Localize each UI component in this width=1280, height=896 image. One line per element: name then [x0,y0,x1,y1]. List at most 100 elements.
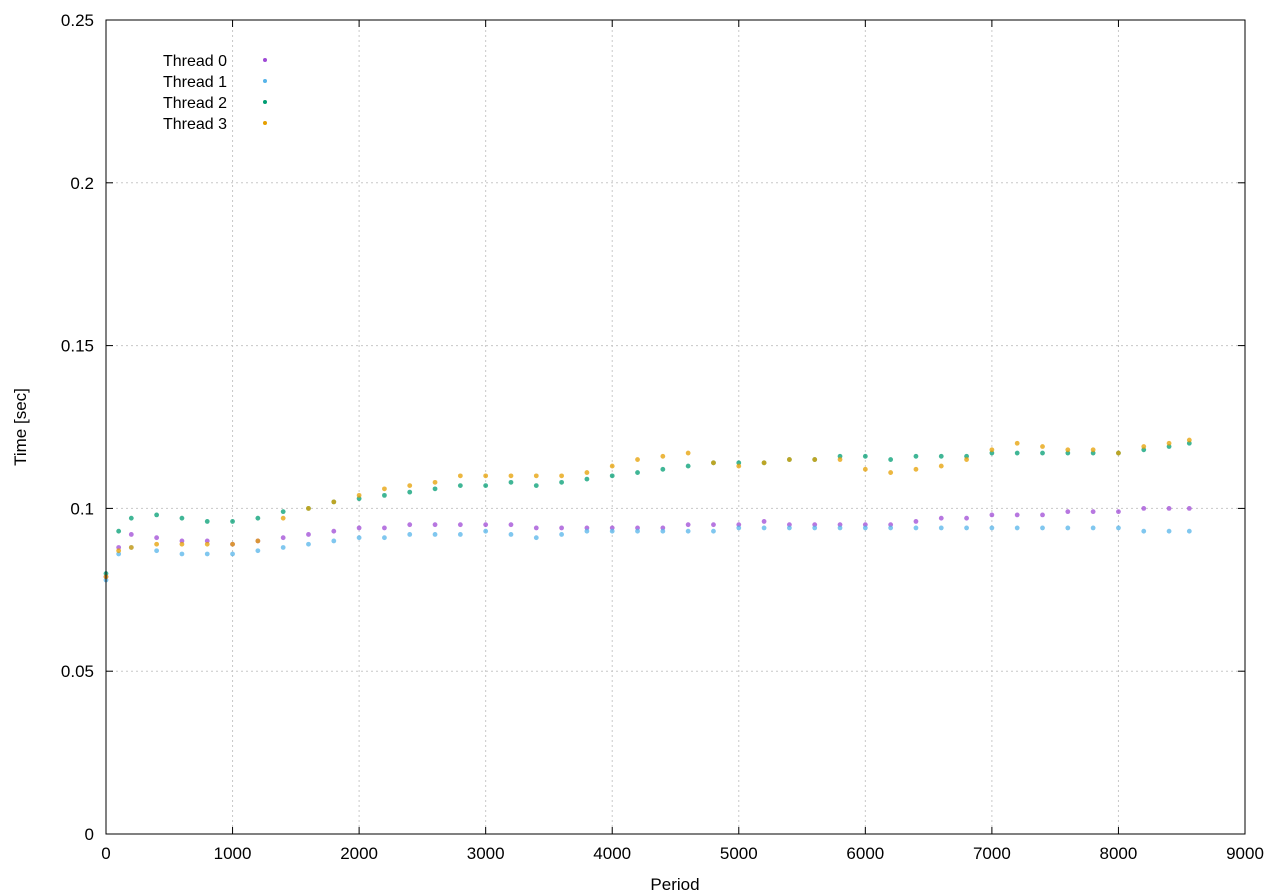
data-point [736,525,742,531]
data-point [1040,512,1045,518]
data-point [685,528,691,534]
x-tick-label: 6000 [846,844,884,863]
data-point [331,499,337,505]
data-point [711,522,716,528]
data-point [382,535,387,541]
data-point [204,519,210,524]
data-point [255,515,261,521]
data-point [1141,528,1147,534]
data-point [116,528,122,534]
data-point [559,532,564,537]
data-point [862,453,868,459]
data-point [964,457,969,462]
data-point [711,528,716,534]
data-point [837,525,843,531]
data-point [812,525,818,531]
data-point [1090,447,1096,453]
data-point [837,457,843,462]
data-point [128,515,134,521]
data-point [508,479,514,485]
x-tick-label: 0 [101,844,110,863]
data-point [407,532,413,537]
data-point [432,522,438,528]
data-point [1186,528,1192,534]
legend-label: Thread 2 [163,95,227,112]
y-tick-label: 0.15 [61,337,94,356]
data-point [407,489,413,495]
data-point [584,528,590,534]
data-point [432,479,438,485]
series-thread-0 [103,506,1192,580]
x-tick-label: 5000 [720,844,758,863]
data-point [116,548,122,554]
data-point [989,512,995,518]
data-point [685,450,691,456]
data-point [989,525,995,531]
data-point [913,466,919,472]
y-tick-label: 0.2 [70,174,94,193]
data-point [1090,509,1096,515]
data-point [154,535,160,541]
data-point [913,453,919,459]
data-point [736,463,742,469]
data-point [533,483,539,489]
data-point [154,541,160,547]
y-tick-label: 0.1 [70,499,94,518]
data-point [584,470,590,475]
data-point [660,453,666,459]
data-point [382,525,387,531]
data-point [230,541,235,547]
x-tick-label: 7000 [973,844,1011,863]
legend: Thread 0 Thread 1 Thread 2 Thread 3 [163,53,267,133]
data-point [382,486,387,492]
x-tick-label: 2000 [340,844,378,863]
data-point [888,525,894,531]
data-point [559,479,564,485]
data-point [1141,506,1147,511]
data-point [230,551,235,557]
legend-label: Thread 3 [163,116,227,133]
y-tick-label: 0.25 [61,11,94,30]
data-point [230,519,235,524]
data-point [356,492,362,498]
data-point [432,532,438,537]
data-point [1166,506,1172,511]
data-point [1186,506,1192,511]
axis-ticks: 0 1000 2000 3000 4000 5000 6000 7000 8000 9000 0 0.… [61,11,1264,863]
data-point [685,522,691,528]
data-point [964,525,969,531]
data-point [711,460,716,466]
data-point [1141,444,1147,449]
data-point [280,509,286,515]
data-point [913,519,919,524]
y-tick-label: 0 [85,825,94,844]
data-point [128,532,134,537]
data-point [255,538,261,544]
data-point [204,551,210,557]
data-point [559,525,564,531]
y-axis-label: Time [sec] [11,388,30,466]
data-point [1116,525,1121,531]
x-tick-label: 9000 [1226,844,1264,863]
data-point [1065,509,1071,515]
data-point [787,525,792,531]
legend-label: Thread 1 [163,74,227,91]
data-point [559,473,564,479]
data-point [1065,447,1071,453]
data-point [812,457,818,462]
data-point [508,532,514,537]
data-point [154,548,160,554]
data-point [938,525,944,531]
data-point [331,528,337,534]
data-point [533,525,539,531]
data-point [280,515,286,521]
series-thread-3 [103,437,1192,580]
data-point [862,525,868,531]
data-point [179,551,185,557]
data-point [685,463,691,469]
data-point [1116,509,1121,515]
data-point [1014,512,1020,518]
plot-frame [105,19,1246,835]
data-point [483,522,489,528]
